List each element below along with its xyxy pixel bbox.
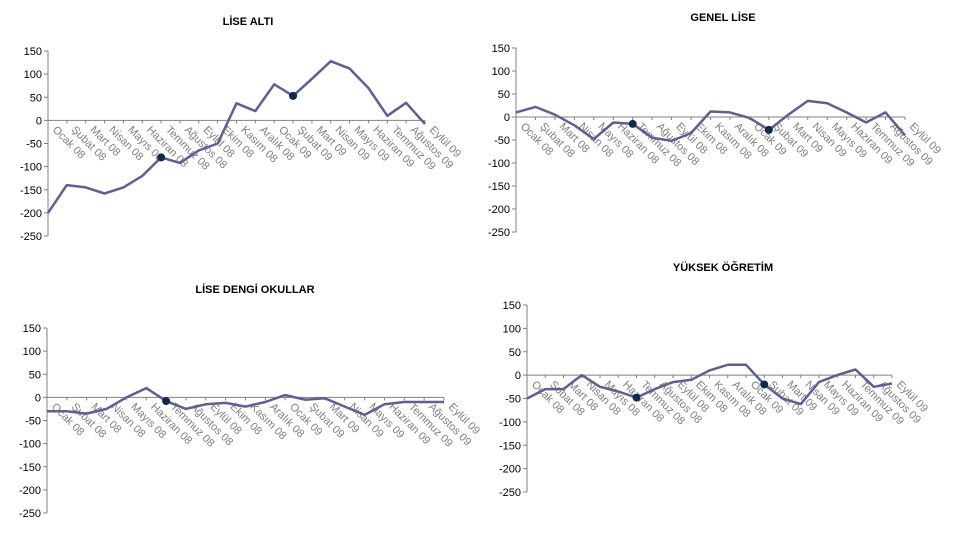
y-tick-label: -100 xyxy=(499,417,521,429)
data-point-marker xyxy=(289,91,298,100)
y-tick-label: -50 xyxy=(505,394,521,406)
y-tick-label: 150 xyxy=(24,46,42,58)
y-tick-label: -250 xyxy=(488,227,510,239)
y-tick-label: -250 xyxy=(20,231,42,243)
y-tick-label: -250 xyxy=(499,487,521,499)
chart-title: YÜKSEK ÖĞRETİM xyxy=(673,261,773,274)
y-tick-label: 50 xyxy=(498,89,510,101)
y-tick-label: -150 xyxy=(499,440,521,452)
y-tick-label: 50 xyxy=(30,92,42,104)
y-tick-label: 150 xyxy=(23,323,41,335)
y-tick-label: -200 xyxy=(488,204,510,216)
y-tick-label: -200 xyxy=(20,208,42,220)
y-tick-label: 100 xyxy=(23,346,41,358)
chart-1: LİSE ALTI150100500-50-100-150-200-250Oca… xyxy=(20,15,463,243)
y-tick-label: 100 xyxy=(492,66,510,78)
chart-4: YÜKSEK ÖĞRETİM 150 100 50 0 -50 -100 -150 -200 -2… xyxy=(499,261,930,499)
y-tick-label: -50 xyxy=(494,135,510,147)
y-tick-label: -200 xyxy=(499,464,521,476)
y-tick-label: 0 xyxy=(36,115,42,127)
series-line xyxy=(526,363,893,406)
y-tick-label: -100 xyxy=(488,158,510,170)
data-point-marker xyxy=(157,153,166,162)
chart-title: LİSE ALTI xyxy=(223,15,274,28)
y-tick-label: -50 xyxy=(25,416,41,428)
chart-2: GENEL LİSE150100500-50-100-150-200-250Oc… xyxy=(488,11,943,239)
chart-3: LİSE DENGİ OKULLAR 150 100 50 0 -50 -100 -150 -2… xyxy=(19,283,482,520)
series-line xyxy=(46,59,426,214)
data-point-marker xyxy=(628,119,637,128)
chart-title: GENEL LİSE xyxy=(690,11,755,24)
data-point-marker xyxy=(760,380,769,389)
series-line xyxy=(47,386,444,417)
y-tick-label: -150 xyxy=(20,185,42,197)
y-tick-label: -250 xyxy=(19,508,41,520)
y-tick-label: -150 xyxy=(19,462,41,474)
y-tick-label: 0 xyxy=(504,112,510,124)
y-tick-label: -200 xyxy=(19,485,41,497)
y-tick-label: 0 xyxy=(515,370,521,382)
y-tick-label: -100 xyxy=(20,162,42,174)
y-tick-label: 150 xyxy=(492,43,510,55)
y-tick-label: -150 xyxy=(488,181,510,193)
y-tick-label: 100 xyxy=(24,69,42,81)
series-line xyxy=(515,99,906,143)
data-point-marker xyxy=(764,125,773,134)
y-tick-label: -50 xyxy=(26,139,42,151)
y-tick-label: 50 xyxy=(29,369,41,381)
y-tick-label: 0 xyxy=(35,392,41,404)
data-point-marker xyxy=(632,393,641,402)
chart-title: LİSE DENGİ OKULLAR xyxy=(195,283,314,296)
y-tick-label: -100 xyxy=(19,439,41,451)
data-point-marker xyxy=(162,397,171,406)
y-tick-label: 50 xyxy=(509,347,521,359)
y-tick-label: 150 xyxy=(503,300,521,312)
y-tick-label: 100 xyxy=(503,323,521,335)
